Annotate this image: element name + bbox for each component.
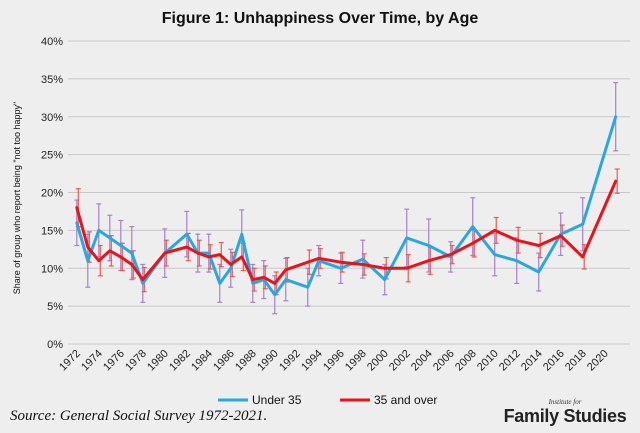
x-tick-label: 1974 (79, 348, 105, 374)
x-tick-label: 2006 (431, 348, 457, 374)
x-tick-label: 1984 (189, 348, 215, 374)
x-tick-label: 2012 (497, 348, 523, 374)
y-tick-label: 5% (47, 301, 63, 313)
y-tick-label: 20% (41, 188, 63, 200)
x-tick-label: 1994 (299, 348, 325, 374)
x-tick-label: 1982 (167, 348, 193, 374)
legend-label-under-35: Under 35 (252, 393, 302, 407)
x-axis: 1972197419761978198019821984198619881990… (57, 348, 611, 374)
publisher-logo: Institute for Family Studies (500, 398, 630, 426)
y-axis-label: Share of group who report being "not too… (12, 102, 22, 295)
y-tick-label: 40% (41, 36, 63, 48)
y-axis: 0% 5% 10% 15% 20% 25% 30% 35% 40% (41, 36, 63, 351)
chart-title: Figure 1: Unhappiness Over Time, by Age (161, 10, 479, 27)
x-tick-label: 1972 (57, 348, 83, 374)
error-bars (74, 82, 620, 315)
x-tick-label: 1978 (123, 348, 149, 374)
x-tick-label: 2016 (541, 348, 567, 374)
legend: Under 35 35 and over (218, 393, 437, 407)
x-tick-label: 2010 (475, 348, 501, 374)
y-tick-label: 0% (47, 339, 63, 351)
x-tick-label: 1976 (101, 348, 127, 374)
x-tick-label: 2014 (519, 348, 545, 374)
y-tick-label: 35% (41, 74, 63, 86)
y-tick-label: 10% (41, 263, 63, 275)
logo-small-text: Institute for (548, 398, 582, 406)
x-tick-label: 2002 (387, 348, 413, 374)
x-tick-label: 2000 (365, 348, 391, 374)
series-line-under-35 (75, 115, 618, 297)
logo-big-text: Family Studies (503, 406, 627, 426)
x-tick-label: 2020 (585, 348, 611, 374)
x-tick-label: 1988 (233, 348, 259, 374)
x-tick-label: 2008 (453, 348, 479, 374)
y-tick-label: 25% (41, 150, 63, 162)
x-tick-label: 1992 (277, 348, 303, 374)
x-tick-label: 2018 (563, 348, 589, 374)
y-tick-label: 15% (41, 225, 63, 237)
x-tick-label: 1980 (145, 348, 171, 374)
x-tick-label: 1990 (255, 348, 281, 374)
series-line-35-and-over (75, 179, 618, 285)
x-tick-label: 2004 (409, 348, 435, 374)
legend-label-35-and-over: 35 and over (374, 393, 437, 407)
series-lines (75, 115, 618, 297)
x-tick-label: 1996 (321, 348, 347, 374)
y-tick-label: 30% (41, 112, 63, 124)
x-tick-label: 1998 (343, 348, 369, 374)
source-note: Source: General Social Survey 1972-2021. (10, 408, 268, 424)
x-tick-label: 1986 (211, 348, 237, 374)
grid-lines (68, 40, 630, 345)
